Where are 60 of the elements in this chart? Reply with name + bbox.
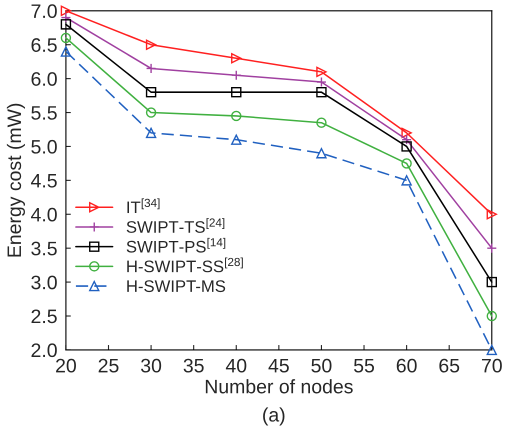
- point: [146, 63, 156, 74]
- legend-label: IT$^{[34]}$: [127, 198, 160, 214]
- point: [316, 66, 327, 78]
- point: [60, 6, 72, 16]
- point: [316, 118, 327, 128]
- point: [146, 107, 156, 118]
- point: [486, 344, 497, 356]
- y-tick-label: 6.0: [32, 72, 57, 86]
- y-tick-label: 2.5: [32, 309, 57, 324]
- x-tick-label: 55: [354, 358, 374, 373]
- x-tick-label: 20: [56, 358, 76, 373]
- x-tick-label: 35: [184, 358, 204, 373]
- point: [401, 175, 412, 186]
- x-tick-label: 50: [311, 358, 332, 373]
- x-tick-label: 60: [396, 358, 417, 373]
- point: [146, 40, 156, 50]
- point: [231, 53, 242, 64]
- y-tick-label: 4.0: [30, 208, 57, 222]
- point: [486, 310, 497, 322]
- point: [401, 158, 412, 169]
- x-axis-title: Number of nodes: [206, 379, 353, 394]
- y-tick-label: 2.0: [32, 343, 57, 358]
- legend-label: SWIPT-PS$^{[14]}$: [126, 238, 226, 253]
- point: [231, 110, 242, 122]
- text: (a): [263, 407, 284, 426]
- y-tick-label: 7.0: [32, 4, 57, 18]
- y-tick-label: 5.0: [31, 140, 57, 154]
- y-tick-label: 4.5: [30, 174, 57, 188]
- point: [316, 76, 327, 88]
- point: [231, 86, 242, 98]
- x-tick-label: 30: [141, 358, 162, 373]
- point: [486, 209, 497, 220]
- point: [60, 32, 72, 44]
- point: [486, 242, 497, 254]
- x-tick-label: 25: [98, 358, 118, 373]
- legend-label: SWIPT-TS$^{[24]}$: [126, 218, 224, 233]
- y-tick-label: 5.5: [31, 106, 57, 120]
- point: [231, 70, 242, 80]
- y-tick-label: 3.0: [31, 276, 57, 290]
- point: [231, 134, 242, 145]
- legend-label: H-SWIPT-MS: [127, 280, 226, 292]
- point: [316, 148, 327, 158]
- point: [146, 86, 156, 98]
- x-tick-label: 65: [439, 358, 460, 373]
- x-tick-label: 70: [482, 358, 502, 373]
- point: [60, 12, 72, 23]
- point: [486, 276, 497, 288]
- x-tick-label: 45: [268, 358, 289, 373]
- point: [401, 134, 412, 145]
- y-axis-title: Energy cost (mW): [6, 104, 25, 257]
- point: [60, 46, 72, 57]
- legend-label: H-SWIPT-SS$^{[28]}$: [127, 258, 243, 272]
- point: [60, 19, 72, 30]
- point: [146, 128, 156, 138]
- point: [401, 141, 412, 152]
- x-tick-label: 40: [226, 358, 246, 373]
- point: [316, 86, 327, 98]
- y-tick-label: 6.5: [32, 38, 57, 52]
- y-tick-label: 3.5: [31, 242, 57, 256]
- point: [401, 128, 412, 138]
